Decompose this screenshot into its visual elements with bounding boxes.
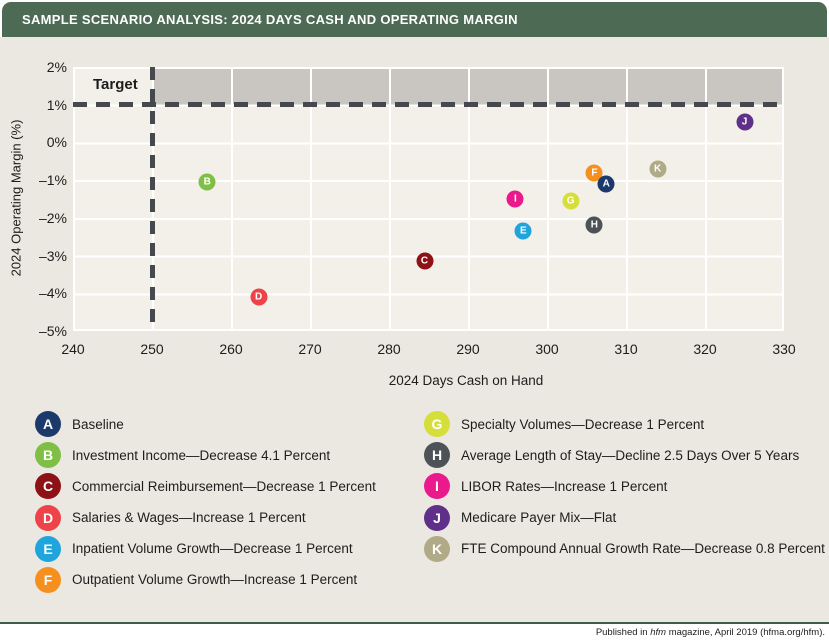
y-tick-label: –3% bbox=[38, 247, 67, 264]
footer-magazine-name: hfm bbox=[650, 627, 667, 638]
legend-label-h: Average Length of Stay—Decline 2.5 Days … bbox=[461, 447, 800, 463]
chart-title: SAMPLE SCENARIO ANALYSIS: 2024 DAYS CASH… bbox=[22, 12, 518, 27]
x-tick-label: 310 bbox=[614, 341, 638, 357]
data-point-a: A bbox=[597, 175, 615, 193]
legend-item-k: K FTE Compound Annual Growth Rate—Decreas… bbox=[424, 535, 825, 562]
legend-column-left: A Baseline B Investment Income—Decrease 4.1… bbox=[35, 411, 376, 598]
legend-item-b: B Investment Income—Decrease 4.1 Percent bbox=[35, 442, 376, 469]
legend-marker-h: H bbox=[424, 442, 450, 469]
data-point-g: G bbox=[562, 192, 580, 210]
legend-label-i: LIBOR Rates—Increase 1 Percent bbox=[461, 478, 668, 494]
footer-attribution: Published in hfm magazine, April 2019 (h… bbox=[596, 627, 825, 638]
legend-column-right: G Specialty Volumes—Decrease 1 Percent H Av… bbox=[424, 411, 825, 567]
target-boundary-horizontal-dashed-line bbox=[73, 102, 784, 108]
legend-label-b: Investment Income—Decrease 4.1 Percent bbox=[72, 447, 331, 463]
x-tick-label: 260 bbox=[219, 341, 243, 357]
y-tick-label: –4% bbox=[38, 285, 67, 302]
legend-item-i: I LIBOR Rates—Increase 1 Percent bbox=[424, 473, 825, 500]
y-tick-label: 2% bbox=[46, 59, 67, 75]
data-point-k: K bbox=[649, 160, 667, 178]
legend-item-c: C Commercial Reimbursement—Decrease 1 Per… bbox=[35, 473, 376, 500]
legend-label-f: Outpatient Volume Growth—Increase 1 Perc… bbox=[72, 572, 358, 588]
data-point-i: I bbox=[506, 190, 524, 208]
legend-marker-i: I bbox=[424, 473, 450, 500]
legend-item-h: H Average Length of Stay—Decline 2.5 Days… bbox=[424, 442, 825, 469]
data-point-b: B bbox=[198, 173, 216, 191]
legend-item-d: D Salaries & Wages—Increase 1 Percent bbox=[35, 504, 376, 531]
legend-label-k: FTE Compound Annual Growth Rate—Decrease… bbox=[461, 541, 825, 557]
legend-item-e: E Inpatient Volume Growth—Decrease 1 Perc… bbox=[35, 535, 376, 562]
x-tick-label: 270 bbox=[298, 341, 322, 357]
x-tick-label: 300 bbox=[535, 341, 559, 357]
y-tick-label: –2% bbox=[38, 209, 67, 226]
footer-prefix: Published in bbox=[595, 627, 651, 638]
legend-marker-b: B bbox=[35, 442, 61, 469]
legend-label-c: Commercial Reimbursement—Decrease 1 Perc… bbox=[72, 478, 376, 494]
x-tick-label: 250 bbox=[140, 341, 164, 357]
y-tick-label: –1% bbox=[38, 172, 67, 189]
legend-item-j: J Medicare Payer Mix—Flat bbox=[424, 504, 825, 531]
x-tick-label: 290 bbox=[456, 341, 480, 357]
target-label: Target bbox=[93, 76, 138, 93]
data-point-j: J bbox=[736, 113, 753, 131]
legend-marker-a: A bbox=[35, 411, 61, 437]
legend-label-j: Medicare Payer Mix—Flat bbox=[461, 510, 617, 526]
data-point-d: D bbox=[250, 288, 268, 306]
x-tick-label: 320 bbox=[693, 341, 717, 357]
x-axis-title: 2024 Days Cash on Hand bbox=[388, 373, 544, 388]
footer-suffix: magazine, April 2019 (hfma.org/hfm). bbox=[666, 627, 825, 638]
legend-item-g: G Specialty Volumes—Decrease 1 Percent bbox=[424, 411, 825, 437]
legend-label-g: Specialty Volumes—Decrease 1 Percent bbox=[461, 416, 705, 432]
legend-marker-k: K bbox=[424, 535, 450, 562]
y-tick-label: –5% bbox=[38, 323, 67, 339]
target-boundary-vertical-dashed-line bbox=[149, 67, 155, 331]
legend-item-a: A Baseline bbox=[35, 411, 376, 437]
legend: A Baseline B Investment Income—Decrease 4.1… bbox=[35, 411, 825, 596]
x-tick-label: 330 bbox=[772, 341, 796, 357]
x-tick-label: 240 bbox=[61, 341, 85, 357]
legend-label-a: Baseline bbox=[72, 416, 124, 432]
legend-label-d: Salaries & Wages—Increase 1 Percent bbox=[72, 510, 306, 526]
legend-marker-d: D bbox=[35, 504, 61, 531]
legend-marker-j: J bbox=[424, 504, 450, 531]
data-point-c: C bbox=[416, 252, 434, 270]
data-point-e: E bbox=[514, 222, 532, 240]
header-bar: SAMPLE SCENARIO ANALYSIS: 2024 DAYS CASH… bbox=[2, 2, 827, 37]
y-tick-label: 0% bbox=[46, 134, 67, 151]
legend-label-e: Inpatient Volume Growth—Decrease 1 Perce… bbox=[72, 541, 353, 557]
y-tick-label: 1% bbox=[46, 96, 67, 113]
legend-marker-g: G bbox=[424, 411, 450, 437]
y-axis-title: 2024 Operating Margin (%) bbox=[8, 119, 24, 277]
footer-divider bbox=[0, 622, 829, 624]
legend-item-f: F Outpatient Volume Growth—Increase 1 Per… bbox=[35, 566, 376, 593]
legend-marker-f: F bbox=[35, 566, 61, 593]
legend-marker-e: E bbox=[35, 535, 61, 562]
data-point-h: H bbox=[585, 216, 603, 234]
legend-marker-c: C bbox=[35, 473, 61, 500]
x-tick-label: 280 bbox=[377, 341, 401, 357]
